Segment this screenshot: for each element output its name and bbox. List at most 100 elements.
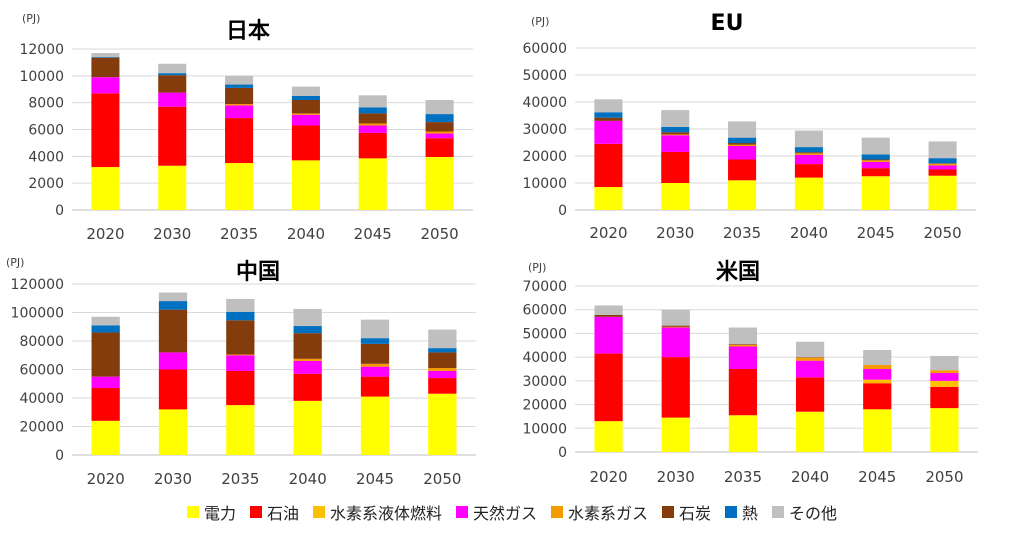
bar-segment: [728, 137, 757, 144]
bar-segment: [425, 157, 454, 210]
bar-segment: [293, 326, 322, 334]
x-tick-label: 2020: [87, 470, 125, 488]
bar-segment: [360, 363, 390, 367]
bar-segment: [428, 393, 457, 455]
legend: 電力 石油 水素系液体燃料 天然ガス 水素系ガス 石炭 熱 その他: [0, 497, 1024, 527]
bar-segment: [594, 353, 623, 422]
bar-segment: [795, 357, 825, 361]
legend-item: 電力: [186, 500, 236, 524]
legend-label: 石油: [266, 504, 299, 523]
bar-segment: [360, 376, 390, 397]
y-tick-label: 0: [558, 445, 567, 461]
bar-segment: [861, 159, 890, 161]
x-tick-label: 2030: [153, 225, 191, 243]
bar-segment: [861, 176, 890, 210]
legend-item: 石油: [249, 500, 299, 524]
bar-segment: [661, 327, 690, 358]
chart-title: 米国: [716, 260, 760, 285]
bar-segment: [225, 75, 254, 85]
bar-segment: [928, 169, 957, 176]
legend-swatch: [725, 506, 738, 518]
bar-segment: [661, 110, 690, 127]
bar-segment: [358, 132, 387, 159]
y-tick-label: 60000: [522, 41, 567, 57]
legend-swatch: [551, 506, 563, 518]
bar-segment: [661, 134, 690, 136]
bar-segment: [728, 180, 757, 210]
x-tick-label: 2020: [589, 468, 627, 486]
bar-segment: [863, 379, 892, 384]
bar-segment: [358, 158, 387, 210]
bar-segment: [728, 344, 758, 345]
bar-segment: [158, 352, 188, 370]
legend-label: 電力: [203, 504, 236, 523]
bar-segment: [91, 57, 120, 78]
bar-segment: [661, 326, 690, 328]
bar-segment: [225, 163, 254, 210]
bar-segment: [425, 133, 454, 139]
bar-segment: [928, 175, 957, 210]
chart-title: 日本: [226, 19, 270, 44]
bar-segment: [661, 126, 690, 133]
bar-segment: [930, 355, 959, 371]
bar-segment: [930, 370, 959, 374]
bar-segment: [863, 369, 892, 380]
bar-segment: [794, 147, 823, 153]
x-tick-label: 2035: [724, 468, 762, 486]
legend-label: 熱: [742, 504, 759, 523]
bar-segment: [728, 344, 758, 347]
bar-segment: [861, 160, 890, 162]
bar-segment: [158, 73, 187, 76]
legend-label: 石炭: [679, 504, 712, 523]
legend-item: 天然ガス: [455, 500, 537, 524]
bar-segment: [861, 154, 890, 160]
bar-segment: [91, 57, 120, 58]
y-tick-label: 50000: [522, 326, 567, 342]
y-tick-label: 0: [558, 203, 567, 219]
bar-segment: [728, 159, 757, 181]
bar-segment: [226, 320, 255, 355]
bar-segment: [158, 309, 188, 353]
bar-segment: [930, 373, 959, 381]
y-tick-label: 8000: [28, 96, 64, 112]
bar-segment: [930, 380, 959, 387]
bar-segment: [928, 141, 957, 159]
bar-segment: [728, 144, 757, 147]
bar-segment: [930, 386, 959, 409]
legend-swatch: [455, 506, 468, 518]
y-tick-label: 40000: [522, 95, 567, 111]
bar-segment: [425, 114, 454, 123]
bar-segment: [928, 158, 957, 164]
y-tick-label: 20000: [522, 149, 567, 165]
bar-segment: [293, 400, 322, 455]
legend-item: 水素系ガス: [551, 500, 648, 524]
bar-segment: [795, 411, 825, 452]
y-tick-label: 10000: [19, 69, 64, 85]
bar-segment: [226, 298, 255, 312]
bar-segment: [661, 325, 690, 327]
y-tick-label: 12000: [19, 42, 64, 58]
bar-segment: [861, 137, 890, 155]
bar-segment: [794, 153, 823, 155]
bar-segment: [291, 114, 320, 126]
y-tick-label: 60000: [522, 303, 567, 319]
y-tick-label: 40000: [522, 350, 567, 366]
y-tick-label: 70000: [522, 279, 567, 295]
bar-segment: [594, 99, 623, 113]
bar-segment: [158, 165, 187, 210]
bar-segment: [226, 354, 255, 356]
bar-segment: [91, 420, 120, 455]
bar-segment: [594, 112, 623, 118]
x-tick-label: 2030: [656, 224, 694, 242]
bar-segment: [91, 316, 120, 326]
y-tick-label: 2000: [28, 176, 64, 192]
bar-segment: [428, 368, 457, 371]
y-tick-label: 0: [55, 448, 64, 464]
bar-segment: [728, 121, 757, 138]
x-tick-label: 2050: [423, 470, 461, 488]
y-tick-label: 20000: [522, 398, 567, 414]
bar-segment: [158, 106, 187, 166]
bar-segment: [728, 346, 758, 369]
bar-segment: [594, 314, 623, 317]
x-tick-label: 2045: [857, 224, 895, 242]
